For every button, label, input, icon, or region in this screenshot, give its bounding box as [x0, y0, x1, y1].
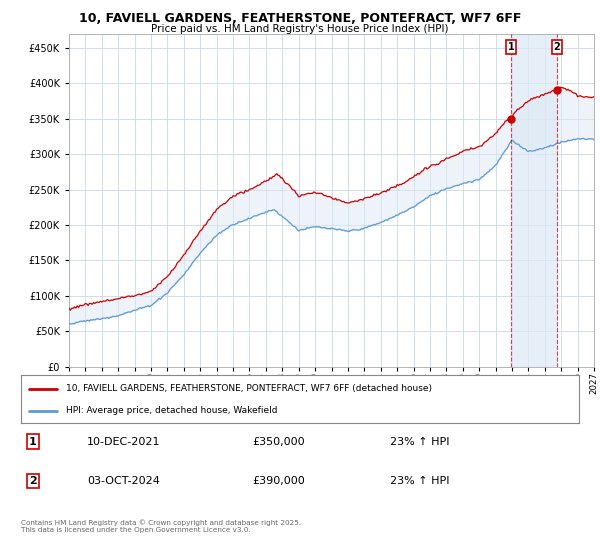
- Text: 1: 1: [29, 437, 37, 447]
- Text: 1: 1: [508, 42, 515, 52]
- Text: 2: 2: [554, 42, 560, 52]
- Text: 23% ↑ HPI: 23% ↑ HPI: [390, 437, 449, 447]
- Text: 2: 2: [29, 476, 37, 486]
- Text: HPI: Average price, detached house, Wakefield: HPI: Average price, detached house, Wake…: [65, 407, 277, 416]
- Text: 10, FAVIELL GARDENS, FEATHERSTONE, PONTEFRACT, WF7 6FF: 10, FAVIELL GARDENS, FEATHERSTONE, PONTE…: [79, 12, 521, 25]
- Text: 03-OCT-2024: 03-OCT-2024: [87, 476, 160, 486]
- Text: 10-DEC-2021: 10-DEC-2021: [87, 437, 161, 447]
- Bar: [511, 34, 557, 367]
- Text: Contains HM Land Registry data © Crown copyright and database right 2025.
This d: Contains HM Land Registry data © Crown c…: [21, 520, 301, 533]
- Text: Price paid vs. HM Land Registry's House Price Index (HPI): Price paid vs. HM Land Registry's House …: [151, 24, 449, 34]
- Text: £390,000: £390,000: [252, 476, 305, 486]
- Text: 10, FAVIELL GARDENS, FEATHERSTONE, PONTEFRACT, WF7 6FF (detached house): 10, FAVIELL GARDENS, FEATHERSTONE, PONTE…: [65, 384, 431, 393]
- Text: £350,000: £350,000: [252, 437, 305, 447]
- Text: 23% ↑ HPI: 23% ↑ HPI: [390, 476, 449, 486]
